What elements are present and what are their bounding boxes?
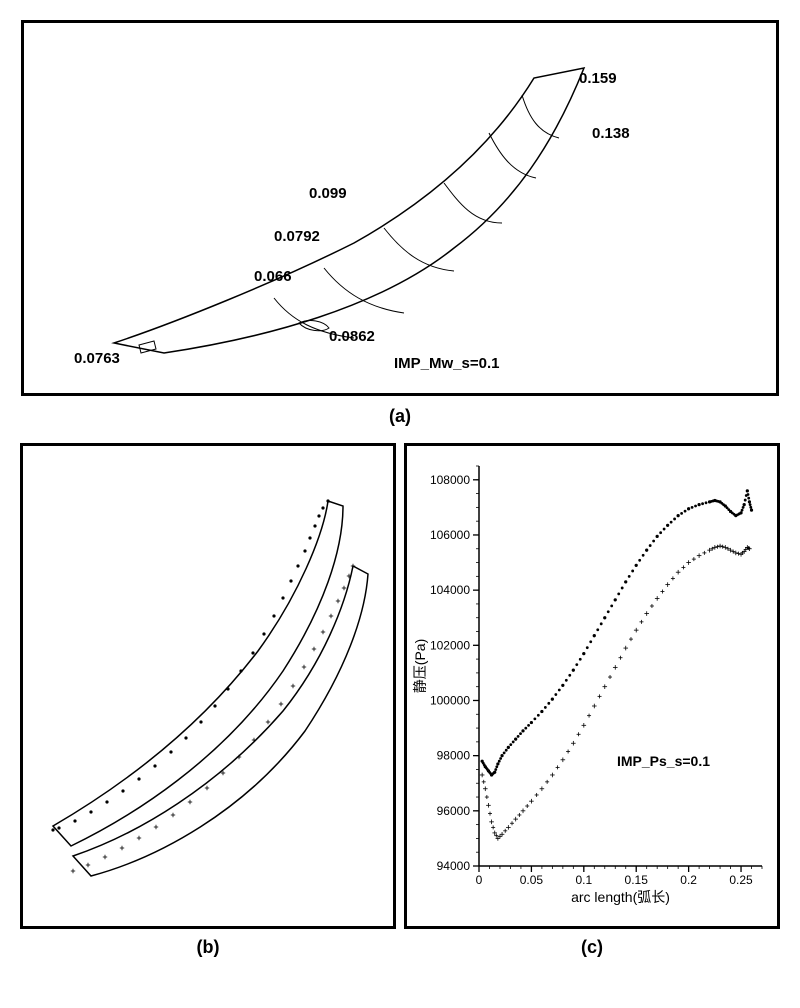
svg-text:0.25: 0.25	[729, 873, 753, 887]
panel-b-svg	[23, 446, 393, 926]
blade-1-marks	[51, 499, 329, 831]
panel-b	[20, 443, 396, 929]
svg-text:104000: 104000	[430, 583, 470, 597]
series-upper	[481, 489, 754, 776]
svg-text:106000: 106000	[430, 528, 470, 542]
svg-text:96000: 96000	[437, 804, 471, 818]
panel-a-title: IMP_Mw_s=0.1	[394, 355, 499, 372]
svg-text:0.099: 0.099	[309, 185, 347, 202]
svg-text:102000: 102000	[430, 638, 470, 652]
svg-text:0.138: 0.138	[592, 125, 630, 142]
svg-text:0: 0	[476, 873, 483, 887]
svg-text:0.1: 0.1	[575, 873, 592, 887]
svg-text:0.05: 0.05	[520, 873, 544, 887]
value-labels: 0.159 0.138 0.099 0.0792 0.066 0.0862 0.0763	[74, 70, 630, 367]
panel-a-svg: 0.159 0.138 0.099 0.0792 0.066 0.0862 0.0763 I…	[24, 23, 776, 393]
panel-c: 94000 96000 98000 100000 102000 104000 106000 1…	[404, 443, 780, 929]
inner-features	[139, 321, 329, 353]
svg-text:0.159: 0.159	[579, 70, 617, 87]
svg-text:98000: 98000	[437, 749, 471, 763]
svg-text:0.0862: 0.0862	[329, 328, 375, 345]
panel-c-title: IMP_Ps_s=0.1	[617, 753, 710, 769]
svg-text:100000: 100000	[430, 693, 470, 707]
svg-text:0.066: 0.066	[254, 268, 292, 285]
y-axis-label: 静压(Pa)	[412, 639, 428, 693]
axes: 94000 96000 98000 100000 102000 104000 106000 1…	[430, 466, 762, 887]
series-lower	[480, 544, 752, 841]
panel-b-caption: (b)	[20, 937, 396, 958]
contour-lines	[274, 95, 559, 338]
panel-a: 0.159 0.138 0.099 0.0792 0.066 0.0862 0.0763 I…	[21, 20, 779, 396]
blade-2-outline	[73, 566, 368, 876]
svg-text:108000: 108000	[430, 473, 470, 487]
blade-1-outline	[53, 501, 343, 846]
svg-text:0.0792: 0.0792	[274, 228, 320, 245]
blade-outline	[114, 68, 584, 353]
svg-text:0.0763: 0.0763	[74, 350, 120, 367]
panel-c-svg: 94000 96000 98000 100000 102000 104000 106000 1…	[407, 446, 777, 926]
svg-text:0.2: 0.2	[680, 873, 697, 887]
svg-text:94000: 94000	[437, 859, 471, 873]
x-axis-label: arc length(弧长)	[571, 889, 670, 905]
panel-a-caption: (a)	[20, 406, 780, 427]
panel-c-caption: (c)	[404, 937, 780, 958]
svg-text:0.15: 0.15	[625, 873, 649, 887]
